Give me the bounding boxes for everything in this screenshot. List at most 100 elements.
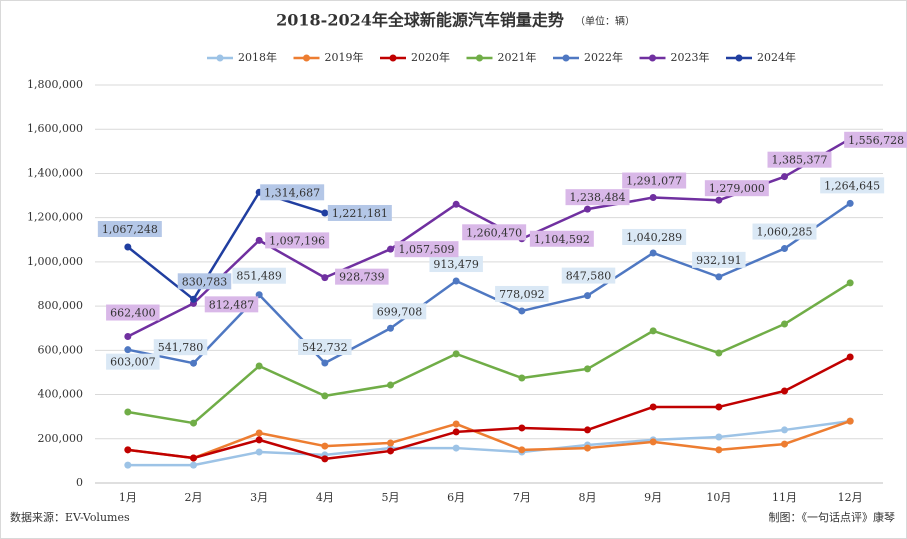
data-point [387, 439, 394, 447]
series-line [127, 191, 326, 301]
data-point [715, 403, 723, 411]
y-tick-label: 0 [76, 476, 83, 489]
data-point [781, 440, 788, 448]
legend-label: 2019年 [325, 50, 364, 64]
source: 数据来源：EV-Volumes [10, 510, 130, 524]
data-point [255, 429, 263, 437]
credit: 制图：《一句话点评》康琴 [769, 510, 896, 524]
data-point [584, 365, 591, 373]
data-label-bg [106, 304, 160, 321]
data-label: 1,040,289 [626, 231, 682, 244]
data-point [190, 419, 197, 427]
data-label: 541,780 [158, 341, 204, 354]
legend-marker [389, 54, 397, 62]
y-tick-label: 1,600,000 [27, 122, 83, 135]
data-label: 1,104,592 [534, 233, 590, 246]
data-point [124, 446, 132, 454]
legend-marker [649, 54, 656, 62]
data-label-bg [265, 232, 330, 249]
data-point [518, 307, 526, 315]
x-tick-label: 6月 [447, 491, 465, 504]
data-point [124, 243, 132, 251]
data-label: 851,489 [236, 270, 282, 283]
data-point [715, 446, 723, 454]
legend-label: 2021年 [498, 50, 537, 64]
data-point [321, 392, 329, 400]
data-label: 1,314,687 [264, 186, 320, 199]
data-point [452, 350, 460, 358]
data-label: 812,487 [209, 298, 255, 311]
data-point [518, 374, 526, 382]
data-point [649, 249, 657, 257]
data-label: 830,783 [182, 275, 228, 288]
x-tick-label: 12月 [838, 491, 863, 504]
data-label-bg [394, 241, 459, 258]
data-label-bg [704, 180, 769, 197]
data-label: 913,479 [433, 258, 479, 271]
data-point [846, 417, 854, 425]
x-tick-label: 8月 [579, 491, 597, 504]
data-label-bg [204, 296, 259, 313]
data-point [255, 448, 263, 456]
data-point [846, 279, 854, 287]
data-label-bg [232, 267, 286, 284]
data-point [452, 428, 460, 436]
legend-marker [476, 54, 483, 62]
data-point [649, 327, 657, 335]
data-label: 847,580 [566, 270, 612, 283]
data-point [452, 444, 460, 452]
data-point [452, 200, 460, 208]
x-tick-label: 1月 [119, 491, 137, 504]
data-label-bg [97, 221, 162, 238]
data-label-bg [495, 285, 549, 302]
data-label-bg [260, 184, 325, 201]
data-label-bg [561, 267, 616, 284]
data-label: 778,092 [499, 288, 545, 301]
data-point [781, 320, 788, 328]
y-tick-label: 600,000 [38, 343, 84, 356]
data-point [255, 362, 263, 370]
legend-label: 2022年 [584, 50, 623, 64]
x-tick-label: 5月 [382, 491, 400, 504]
series-line [127, 281, 851, 425]
x-tick-label: 9月 [644, 491, 662, 504]
data-label: 662,400 [110, 307, 156, 320]
data-label-bg [844, 131, 907, 148]
legend-marker [562, 54, 570, 62]
data-label-bg [327, 204, 392, 221]
data-point [649, 403, 657, 411]
data-label-bg [692, 251, 746, 268]
data-label: 1,221,181 [332, 207, 388, 220]
data-point [190, 454, 197, 462]
data-point [321, 455, 329, 463]
data-point [190, 359, 197, 367]
data-point [387, 381, 394, 389]
data-label: 542,732 [302, 341, 348, 354]
legend-marker [735, 54, 743, 62]
data-point [781, 245, 788, 253]
data-label: 1,264,645 [824, 179, 880, 192]
data-label: 699,708 [377, 305, 423, 318]
series-line [127, 137, 851, 338]
data-point [518, 446, 526, 454]
data-label-bg [429, 256, 483, 273]
data-point [584, 292, 591, 300]
data-point [452, 420, 460, 428]
y-tick-label: 200,000 [38, 432, 84, 445]
series-line [127, 419, 851, 467]
legend-label: 2020年 [411, 50, 450, 64]
legend-marker [303, 54, 310, 62]
y-tick-label: 1,400,000 [27, 166, 83, 179]
data-label: 1,291,077 [626, 175, 682, 188]
data-point [190, 295, 197, 303]
data-point [255, 236, 263, 244]
y-tick-label: 1,800,000 [27, 78, 83, 91]
data-point [387, 447, 394, 455]
data-label: 1,279,000 [709, 182, 765, 195]
data-point [321, 274, 329, 282]
data-point [715, 349, 723, 357]
data-label-bg [529, 230, 594, 247]
data-point [321, 359, 329, 367]
data-label: 1,238,484 [570, 191, 626, 204]
